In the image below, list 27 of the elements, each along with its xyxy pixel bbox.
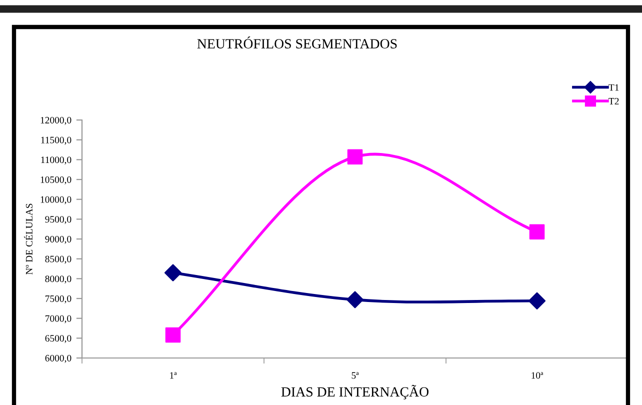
point [529,224,545,240]
y-tick-label: 6500,0 [45,335,72,344]
x-tick-label: 10ª [532,372,544,379]
point [165,327,181,343]
legend-label: T2 [608,98,619,104]
y-tick-label: 8500,0 [45,256,72,264]
y-tick-label: 10000,0 [40,196,72,204]
y-tick-label: 10500,0 [40,176,72,184]
legend-label: T1 [608,84,619,91]
chart-title: NEUTRÓFILOS SEGMENTADOS [197,36,397,48]
y-tick-label: 9000,0 [45,236,72,244]
x-tick-label: 1ª [170,372,177,379]
point [347,149,363,165]
point [164,264,182,282]
y-tick-label: 12000,0 [40,116,72,125]
x-tick-label: 5ª [352,372,359,379]
y-tick-label: 6000,0 [45,354,72,363]
y-tick-label: 11000,0 [41,156,72,165]
point [528,292,546,310]
y-tick-label: 9500,0 [45,216,72,224]
y-tick-label: 7000,0 [45,315,72,324]
point [346,291,364,308]
x-axis-title: DIAS DE INTERNAÇÃO [281,384,428,400]
y-tick-label: 11500,0 [41,136,72,145]
y-tick-label: 7500,0 [45,295,72,304]
y-tick-label: 8000,0 [45,276,72,284]
y-axis-title: Nº DE CÉLULAS [24,204,32,275]
